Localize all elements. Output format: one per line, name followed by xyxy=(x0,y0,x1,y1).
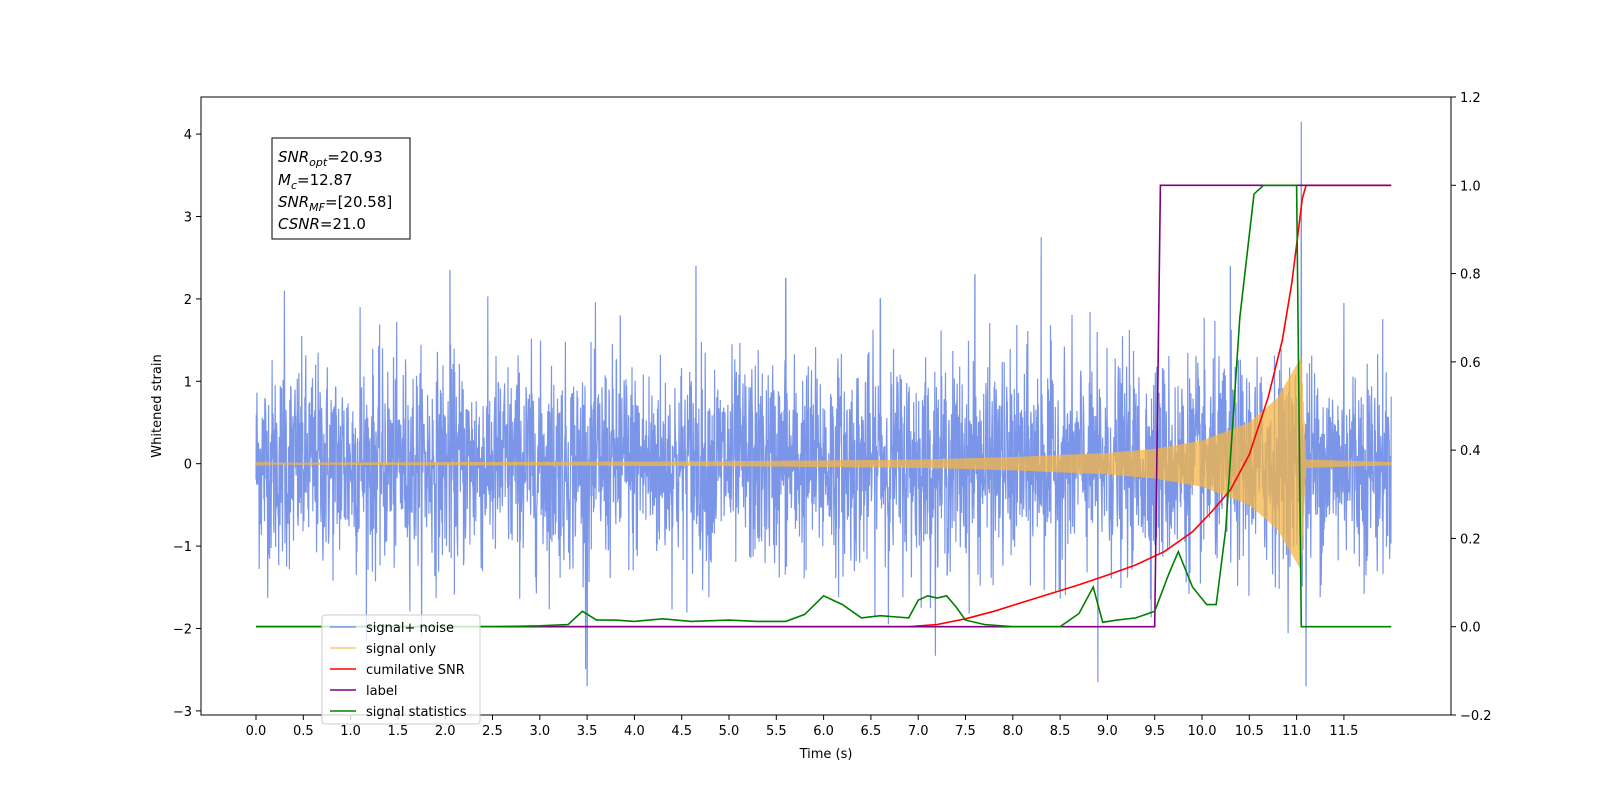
x-tick-label: 4.5 xyxy=(671,724,692,739)
x-tick-label: 0.5 xyxy=(293,724,314,739)
x-tick-label: 0.0 xyxy=(246,724,267,739)
series-signal-noise xyxy=(255,121,1392,687)
plot-area xyxy=(255,121,1392,687)
x-tick-label: 5.0 xyxy=(719,724,740,739)
y-tick-label: −1 xyxy=(173,540,192,555)
x-tick-label: 3.5 xyxy=(577,724,598,739)
x-tick-label: 8.5 xyxy=(1050,724,1071,739)
x-tick-label: 8.0 xyxy=(1002,724,1023,739)
x-tick-label: 11.0 xyxy=(1282,724,1311,739)
series-signal-statistics xyxy=(256,184,1392,628)
legend-frame xyxy=(321,614,481,725)
x-tick-label: 2.0 xyxy=(435,724,456,739)
y-right-tick-label: 0.8 xyxy=(1460,268,1481,283)
legend-label-signal-statistics: signal statistics xyxy=(366,705,467,720)
annotation-snr-mf: SNRMF=[20.58] xyxy=(278,193,392,214)
axis-ticks: 0.0 0.5 1.0 1.5 2.0 2.5 3.0 3.5 4.0 4.5 5.0 5.5 6.0 6… xyxy=(173,91,1492,739)
y-tick-label: 1 xyxy=(184,375,192,390)
y-tick-label: 0 xyxy=(184,458,192,473)
x-axis-label: Time (s) xyxy=(799,747,853,762)
annotation-mc: Mc=12.87 xyxy=(278,171,353,192)
annotation-csnr: CSNR=21.0 xyxy=(278,215,366,233)
y-right-tick-label: 0.6 xyxy=(1460,356,1481,371)
x-tick-label: 7.5 xyxy=(955,724,976,739)
y-tick-label: 2 xyxy=(184,293,192,308)
y-axis-label: Whitened strain xyxy=(150,354,165,457)
x-tick-label: 3.0 xyxy=(529,724,550,739)
annotation-frame xyxy=(271,137,411,240)
x-tick-label: 1.0 xyxy=(340,724,361,739)
y-right-tick-label: 0.4 xyxy=(1460,444,1481,459)
y-tick-label: −2 xyxy=(173,622,192,637)
y-tick-label: 4 xyxy=(184,128,192,143)
series-group xyxy=(255,121,1392,687)
axes-frame xyxy=(200,96,1452,716)
x-tick-label: 9.5 xyxy=(1144,724,1165,739)
x-tick-label: 5.5 xyxy=(766,724,787,739)
x-tick-label: 9.0 xyxy=(1097,724,1118,739)
series-signal-only xyxy=(255,357,1392,571)
x-tick-label: 1.5 xyxy=(388,724,409,739)
annotation-snr-opt: SNRopt=20.93 xyxy=(278,148,383,169)
y-right-tick-label: 0.2 xyxy=(1460,532,1481,547)
legend-label-label: label xyxy=(366,684,397,699)
y-tick-label: 3 xyxy=(184,210,192,225)
y-right-tick-label: 0.0 xyxy=(1460,621,1481,636)
x-tick-label: 4.0 xyxy=(624,724,645,739)
x-tick-label: 10.5 xyxy=(1235,724,1264,739)
x-tick-label: 11.5 xyxy=(1329,724,1358,739)
annotation-box: SNRopt=20.93 Mc=12.87 SNRMF=[20.58] CSNR… xyxy=(271,137,411,240)
series-cumulative-snr xyxy=(256,184,1392,628)
legend-label-signal-only: signal only xyxy=(366,642,436,657)
legend: signal+ noise signal only cumilative SNR… xyxy=(321,614,481,725)
x-tick-label: 10.0 xyxy=(1188,724,1217,739)
legend-label-signal-noise: signal+ noise xyxy=(366,621,454,636)
x-tick-label: 2.5 xyxy=(482,724,503,739)
x-tick-label: 7.0 xyxy=(908,724,929,739)
x-tick-label: 6.5 xyxy=(861,724,882,739)
legend-label-cumulative-snr: cumilative SNR xyxy=(366,663,465,678)
y-right-tick-label: 1.2 xyxy=(1460,91,1481,106)
y-right-tick-label: −0.2 xyxy=(1460,709,1492,724)
x-tick-label: 6.0 xyxy=(813,724,834,739)
y-right-tick-label: 1.0 xyxy=(1460,179,1481,194)
y-tick-label: −3 xyxy=(173,705,192,720)
